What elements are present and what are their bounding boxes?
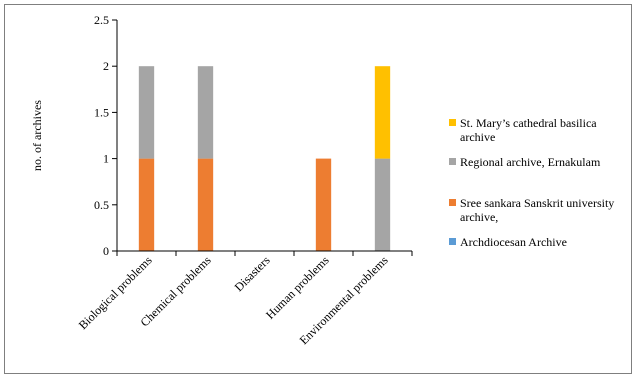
legend-entry: St. Mary’s cathedral basilica archive — [449, 116, 597, 144]
bar-segment — [315, 158, 332, 251]
legend-label: Sree sankara Sanskrit university archive, — [460, 196, 614, 224]
bar-segment — [197, 66, 214, 159]
bar-segment — [374, 158, 391, 251]
y-tick-label: 0.5 — [94, 198, 109, 212]
legend-label: St. Mary’s cathedral basilica archive — [460, 116, 597, 144]
x-tick-label: Disasters — [232, 253, 273, 294]
legend-swatch — [449, 119, 456, 126]
y-tick-label: 2 — [103, 59, 109, 73]
y-tick-label: 1 — [103, 152, 109, 166]
bar-segment — [138, 158, 155, 251]
bar-segment — [374, 66, 391, 159]
legend-entry: Regional archive, Ernakulam — [449, 155, 601, 169]
y-axis-title: no. of archives — [30, 100, 44, 171]
y-tick-label: 0 — [103, 244, 109, 258]
legend-swatch — [449, 199, 456, 206]
legend-swatch — [449, 238, 456, 245]
y-tick-label: 1.5 — [94, 105, 109, 119]
legend-entry: Archdiocesan Archive — [449, 235, 567, 249]
bar-segment — [197, 158, 214, 251]
y-tick-label: 2.5 — [94, 13, 109, 27]
bar-segment — [138, 66, 155, 159]
legend-label: Regional archive, Ernakulam — [460, 155, 601, 169]
legend-label: Archdiocesan Archive — [460, 235, 567, 249]
legend-swatch — [449, 158, 456, 165]
legend-entry: Sree sankara Sanskrit university archive, — [449, 196, 614, 224]
